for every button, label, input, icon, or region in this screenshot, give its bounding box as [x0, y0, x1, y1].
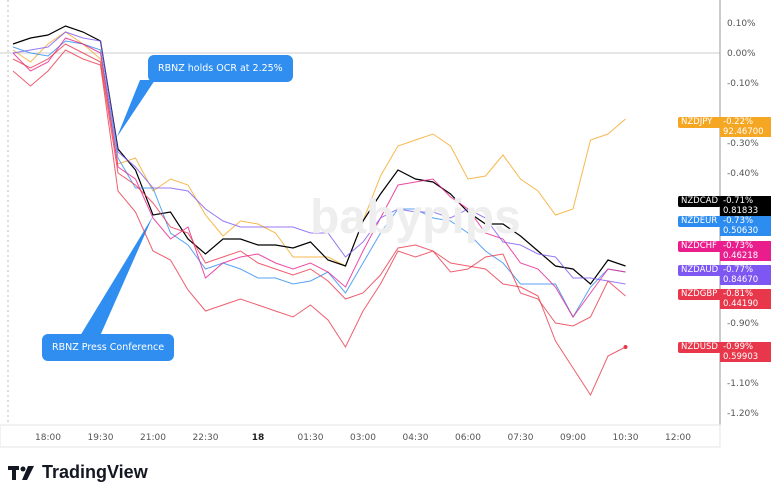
series-line-nzdgbp — [12, 43, 626, 327]
x-tick-label: 01:30 — [298, 433, 324, 443]
logo-text: TradingView — [42, 462, 148, 482]
series-label-last-pct: -0.73% — [720, 216, 771, 226]
series-last-point — [623, 345, 628, 349]
y-tick-label: -0.10% — [727, 79, 759, 89]
series-label-nzdcad: NZDCAD -0.71% 0.81833 — [678, 196, 771, 216]
series-label-nzdusd: NZDUSD -0.99% 0.59903 — [678, 342, 771, 362]
series-label-last-price: 0.59903 — [720, 352, 771, 362]
series-label-name: NZDGBP — [678, 289, 721, 300]
series-label-nzdchf: NZDCHF -0.73% 0.46218 — [678, 241, 771, 261]
x-tick-label: 07:30 — [508, 433, 534, 443]
series-label-nzdeur: NZDEUR -0.73% 0.50630 — [678, 216, 771, 236]
annotation-ocr-pointer — [117, 80, 155, 137]
annotation-press-conference: RBNZ Press Conference — [42, 334, 175, 361]
series-label-name: NZDCHF — [678, 241, 721, 252]
x-tick-label: 21:00 — [140, 433, 166, 443]
series-label-name: NZDAUD — [678, 265, 721, 276]
series-label-name: NZDEUR — [678, 216, 721, 227]
series-label-name: NZDCAD — [678, 196, 721, 207]
time-axis — [0, 424, 721, 448]
y-tick-label: -0.90% — [727, 319, 759, 329]
x-tick-label: 09:00 — [560, 433, 586, 443]
annotation-ocr: RBNZ holds OCR at 2.25% — [148, 55, 293, 82]
series-line-nzdusd — [12, 49, 626, 397]
series-label-last-pct: -0.71% — [720, 196, 771, 206]
series-label-last-pct: -0.22% — [720, 117, 771, 127]
tradingview-logo[interactable]: TradingView — [8, 462, 148, 483]
series-label-nzdjpy: NZDJPY -0.22% 92.46700 — [678, 117, 771, 137]
y-tick-label: 0.00% — [727, 49, 756, 59]
x-tick-label: 04:30 — [403, 433, 429, 443]
annotation-press-pointer — [80, 216, 153, 336]
x-tick-label: 18 — [252, 433, 265, 443]
x-tick-label: 12:00 — [665, 433, 691, 443]
x-tick-label: 18:00 — [35, 433, 61, 443]
series-label-last-pct: -0.99% — [720, 342, 771, 352]
series-label-last-pct: -0.77% — [720, 265, 771, 275]
series-label-last-price: 92.46700 — [720, 127, 771, 137]
y-tick-label: 0.10% — [727, 19, 756, 29]
series-line-nzdchf — [12, 37, 626, 318]
x-tick-label: 22:30 — [193, 433, 219, 443]
series-label-last-price: 0.44190 — [720, 299, 771, 309]
x-tick-label: 19:30 — [88, 433, 114, 443]
x-tick-label: 10:30 — [613, 433, 639, 443]
y-tick-label: -1.10% — [727, 379, 759, 389]
y-tick-label: -1.20% — [727, 409, 759, 419]
series-label-last-price: 0.81833 — [720, 206, 771, 216]
series-label-last-price: 0.50630 — [720, 226, 771, 236]
series-label-name: NZDJPY — [678, 117, 721, 128]
tradingview-logo-icon — [8, 465, 34, 480]
series-label-last-price: 0.46218 — [720, 251, 771, 261]
series-line-nzdcad — [12, 25, 626, 285]
y-tick-label: -0.30% — [727, 139, 759, 149]
y-tick-label: -0.40% — [727, 169, 759, 179]
series-line-nzdeur — [12, 40, 626, 319]
x-tick-label: 06:00 — [455, 433, 481, 443]
series-label-last-pct: -0.81% — [720, 289, 771, 299]
chart: 0.10% 0.00% -0.10% -0.30% -0.40% -0.90% -1.10%… — [0, 0, 759, 448]
series-line-nzdaud — [12, 31, 626, 285]
series-label-nzdgbp: NZDGBP -0.81% 0.44190 — [678, 289, 771, 309]
series-label-nzdaud: NZDAUD -0.77% 0.84670 — [678, 265, 771, 285]
watermark: babypips — [310, 191, 521, 244]
series-label-last-pct: -0.73% — [720, 241, 771, 251]
series-label-last-price: 0.84670 — [720, 275, 771, 285]
series-label-name: NZDUSD — [678, 342, 721, 353]
x-tick-label: 03:00 — [350, 433, 376, 443]
